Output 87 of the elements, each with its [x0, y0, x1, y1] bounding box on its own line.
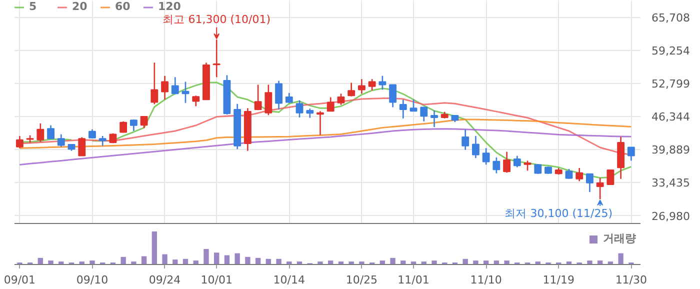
bar: [504, 260, 510, 264]
bar: [276, 258, 282, 264]
candlestick: [306, 108, 314, 118]
candlestick: [161, 75, 168, 100]
annotation: 최저 30,100 (11/25): [504, 207, 612, 220]
candlestick: [171, 76, 179, 94]
candlestick: [389, 84, 397, 108]
bar: [618, 253, 624, 264]
candlestick: [627, 146, 635, 162]
candlestick: [98, 135, 106, 147]
candlestick: [192, 94, 200, 107]
bar: [390, 258, 396, 264]
candlestick: [378, 75, 386, 90]
bar: [587, 260, 592, 264]
candlestick: [150, 62, 158, 105]
candlestick: [606, 169, 614, 185]
candlestick: [420, 106, 428, 122]
candlestick: [482, 148, 490, 166]
candlestick: [596, 177, 604, 200]
candlestick: [337, 93, 345, 106]
bar: [214, 252, 220, 264]
candlestick: [57, 134, 65, 148]
y-tick-label: 65,708: [652, 12, 690, 25]
candlestick: [348, 82, 356, 97]
y-tick-label: 26,980: [652, 210, 690, 223]
bar: [432, 260, 437, 264]
candlestick: [120, 120, 128, 134]
x-tick-label: 11/30: [615, 274, 648, 286]
candlestick: [524, 160, 532, 172]
candlestick: [410, 98, 418, 112]
candlestick: [430, 110, 438, 128]
candlestick: [326, 96, 334, 112]
line-series: [18, 128, 632, 166]
candlestick: [358, 78, 366, 94]
x-tick-label: 09/01: [4, 274, 36, 286]
candlestick: [78, 136, 86, 156]
y-tick-label: 46,344: [652, 110, 690, 124]
bar: [245, 256, 250, 264]
x-tick-label: 09/24: [148, 274, 181, 286]
bar: [473, 260, 478, 264]
candlestick: [462, 128, 470, 150]
bar: [204, 248, 209, 264]
candlestick: [534, 163, 542, 175]
bar: [48, 260, 54, 264]
y-tick-label: 39,889: [652, 144, 690, 157]
candlestick: [503, 151, 511, 174]
candlestick: [492, 156, 500, 174]
x-tick-label: 11/10: [470, 274, 502, 286]
bar: [141, 256, 147, 264]
bar: [152, 231, 158, 264]
y-tick-label: 33,435: [652, 176, 690, 190]
candlestick: [472, 135, 480, 159]
candlestick: [565, 168, 573, 180]
legend-label: 20: [72, 0, 88, 13]
candlestick: [47, 124, 54, 140]
candlestick: [285, 92, 293, 104]
candlestick: [275, 80, 282, 110]
bar: [120, 256, 126, 264]
candlestick: [16, 135, 24, 149]
candlestick: [586, 173, 594, 193]
bar: [162, 254, 168, 264]
legend-label: 120: [158, 0, 181, 13]
legend-label: 60: [115, 0, 132, 13]
candlestick: [36, 122, 44, 143]
y-tick-label: 59,254: [652, 44, 690, 58]
legend-label: 5: [29, 0, 38, 13]
x-tick-label: 11/01: [398, 274, 430, 286]
candlestick: [140, 116, 148, 129]
candlestick: [576, 167, 584, 182]
candlestick: [368, 78, 376, 92]
x-tick-label: 10/01: [200, 274, 232, 286]
x-tick-label: 09/10: [76, 274, 108, 286]
candlestick: [296, 100, 304, 118]
bar: [90, 260, 95, 264]
x-tick-label: 10/14: [273, 274, 306, 286]
candlestick: [264, 84, 272, 116]
annotation: 최고 61,300 (10/01): [162, 13, 270, 26]
bar: [400, 260, 406, 264]
legend-label: 거래량: [603, 231, 636, 246]
y-tick-label: 52,799: [652, 78, 690, 91]
bar: [234, 253, 240, 264]
candlestick: [513, 155, 521, 168]
candlestick: [399, 98, 407, 120]
candlestick: [316, 110, 324, 136]
x-tick-label: 11/19: [542, 274, 574, 286]
x-tick-label: 10/25: [346, 274, 378, 286]
candlestick: [254, 84, 262, 111]
